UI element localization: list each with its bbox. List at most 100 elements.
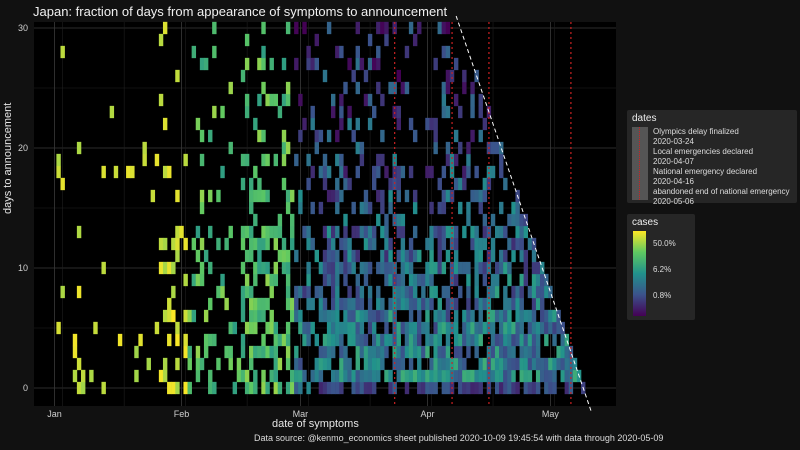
heatmap-cell (216, 357, 221, 371)
legend-entry-label-2: Local emergencies declared (653, 147, 754, 156)
heatmap-cell (359, 297, 365, 311)
heatmap-cell (273, 261, 279, 275)
heatmap-cell (490, 141, 496, 155)
heatmap-cell (490, 273, 496, 287)
heatmap-cell (326, 225, 332, 239)
heatmap-cell (162, 237, 168, 251)
heatmap-cell (417, 249, 422, 263)
heatmap-cell (326, 273, 332, 287)
heatmap-cell (380, 93, 385, 107)
heatmap-cell (408, 369, 414, 383)
heatmap-cell (564, 381, 570, 395)
heatmap-cell (261, 333, 266, 347)
heatmap-cell (285, 345, 291, 359)
heatmap-cell (203, 57, 209, 71)
heatmap-cell (499, 153, 504, 167)
heatmap-cell (449, 153, 455, 167)
heatmap-cell (519, 333, 524, 347)
heatmap-cell (511, 237, 516, 251)
heatmap-cell (441, 285, 447, 299)
heatmap-cell (158, 93, 164, 107)
heatmap-cell (335, 45, 340, 59)
heatmap-cell (560, 357, 565, 371)
heatmap-cell (60, 177, 65, 191)
heatmap-cell (478, 93, 483, 107)
heatmap-cell (244, 285, 250, 299)
heatmap-cell (216, 237, 221, 251)
heatmap-cell (249, 177, 254, 191)
heatmap-cell (355, 381, 360, 395)
heatmap-cell (359, 333, 365, 347)
heatmap-cell (400, 345, 406, 359)
heatmap-cell (281, 129, 287, 143)
heatmap-cell (417, 321, 422, 335)
heatmap-cell (421, 273, 426, 287)
heatmap-cell (175, 237, 180, 251)
heatmap-cell (261, 309, 266, 323)
heatmap-cell (261, 81, 266, 95)
heatmap-cell (490, 321, 496, 335)
heatmap-cell (339, 381, 344, 395)
heatmap-cell (244, 225, 250, 239)
heatmap-cell (376, 21, 381, 35)
heatmap-cell (199, 261, 205, 275)
y-tick-label: 0 (23, 383, 28, 393)
heatmap-cell (556, 357, 561, 371)
heatmap-cell (367, 57, 373, 71)
heatmap-cell (195, 357, 201, 371)
heatmap-cell (212, 381, 217, 395)
heatmap-cell (249, 189, 254, 203)
heatmap-cell (367, 321, 373, 335)
heatmap-cell (240, 153, 246, 167)
heatmap-cell (466, 345, 471, 359)
heatmap-cell (273, 321, 279, 335)
heatmap-cell (363, 261, 369, 275)
heatmap-cell (339, 153, 344, 167)
heatmap-cell (388, 237, 393, 251)
heatmap-cell (376, 189, 381, 203)
heatmap-cell (322, 309, 328, 323)
heatmap-cell (335, 189, 340, 203)
heatmap-cell (298, 321, 303, 335)
heatmap-cell (208, 381, 213, 395)
heatmap-cell (277, 213, 283, 227)
heatmap-cell (535, 261, 541, 275)
heatmap-cell (269, 309, 274, 323)
heatmap-cell (363, 273, 369, 287)
heatmap-cell (351, 381, 356, 395)
heatmap-cell (326, 261, 332, 275)
heatmap-cell (462, 225, 467, 239)
heatmap-cell (429, 273, 434, 287)
heatmap-cell (478, 321, 483, 335)
heatmap-cell (527, 285, 533, 299)
heatmap-cell (363, 69, 369, 83)
heatmap-cell (261, 21, 266, 35)
heatmap-cell (93, 321, 98, 335)
heatmap-cell (335, 285, 340, 299)
heatmap-cell (453, 297, 459, 311)
heatmap-cell (322, 333, 328, 347)
heatmap-cell (355, 21, 360, 35)
heatmap-cell (343, 357, 348, 371)
heatmap-cell (351, 309, 356, 323)
heatmap-cell (130, 165, 135, 179)
heatmap-cell (474, 225, 479, 239)
heatmap-cell (494, 273, 500, 287)
heatmap-cell (540, 285, 545, 299)
heatmap-cell (474, 249, 479, 263)
heatmap-cell (384, 321, 389, 335)
heatmap-cell (359, 285, 365, 299)
heatmap-cell (363, 201, 369, 215)
heatmap-cell (220, 105, 225, 119)
heatmap-cell (408, 321, 414, 335)
heatmap-cell (552, 333, 557, 347)
heatmap-cell (322, 357, 328, 371)
heatmap-cell (380, 297, 385, 311)
heatmap-cell (421, 381, 426, 395)
heatmap-cell (322, 165, 328, 179)
heatmap-cell (429, 165, 434, 179)
heatmap-cell (531, 285, 537, 299)
heatmap-cell (490, 309, 496, 323)
heatmap-cell (421, 297, 426, 311)
heatmap-cell (339, 93, 344, 107)
